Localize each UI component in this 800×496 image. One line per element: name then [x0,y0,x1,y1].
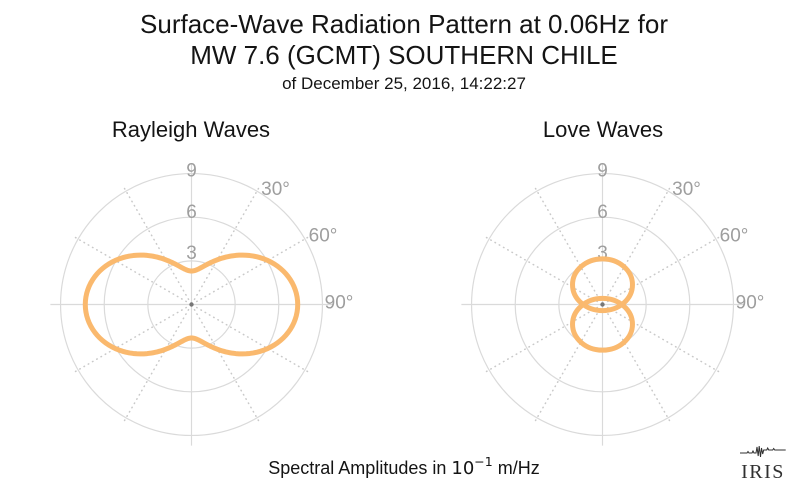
dotted-azimuth-gridline-30 [604,186,671,301]
dotted-azimuth-gridline-330 [534,186,601,301]
dotted-azimuth-gridline-150 [604,308,671,423]
title-subtitle-date: of December 25, 2016, 14:22:27 [282,74,526,93]
caption-text-before-unit: Spectral Amplitudes in [268,458,447,478]
title-line-1: Surface-Wave Radiation Pattern at 0.06Hz… [140,9,668,39]
dotted-azimuth-gridline-240 [73,306,188,373]
radial-tick-label-6: 6 [597,202,608,223]
azimuth-tick-label-30: 30° [261,179,290,200]
love-waves-plot: 3 6 9 30° 60° 90° [461,161,764,446]
dotted-azimuth-gridline-300 [73,236,188,303]
dotted-azimuth-gridline-300 [484,236,599,303]
radial-tick-label-3: 3 [186,243,197,264]
title-line-2: MW 7.6 (GCMT) SOUTHERN CHILE [190,40,618,70]
dotted-azimuth-gridline-210 [123,308,190,423]
dotted-azimuth-gridline-30 [193,186,260,301]
dotted-azimuth-gridline-150 [193,308,260,423]
dotted-azimuth-gridline-120 [606,306,721,373]
azimuth-tick-label-60: 60° [720,226,749,247]
iris-seismogram-icon [740,445,786,458]
radial-tick-label-6: 6 [186,202,197,223]
dotted-azimuth-gridline-60 [606,236,721,303]
rayleigh-waves-radiation-curve [82,252,301,357]
caption-text-after-unit: m/Hz [497,458,540,478]
subplot-title-rayleigh-waves: Rayleigh Waves [111,117,271,142]
plot-center-dot [600,302,605,307]
radial-tick-label-9: 9 [597,161,608,182]
iris-logo-text: IRIS [741,461,785,483]
dotted-azimuth-gridline-210 [534,308,601,423]
dotted-azimuth-gridline-330 [123,186,190,301]
figure-caption: Spectral Amplitudes in 10−1 m/Hz [4,454,800,479]
azimuth-tick-label-60: 60° [309,226,338,247]
caption-unit-mantissa: 10 [451,458,475,479]
dotted-azimuth-gridline-240 [484,306,599,373]
azimuth-tick-label-90: 90° [325,293,354,314]
love-waves-radiation-lobe-upper [570,256,635,314]
plot-center-dot [189,302,194,307]
subplot-title-love-waves: Love Waves [542,117,664,142]
radial-tick-label-3: 3 [597,243,608,264]
figure-title: Surface-Wave Radiation Pattern at 0.06Hz… [4,9,800,96]
love-waves-radiation-lobe-lower [570,295,635,353]
radial-tick-label-9: 9 [186,161,197,182]
caption-unit-exponent: −1 [474,454,493,469]
azimuth-tick-label-90: 90° [736,293,765,314]
iris-logo: IRIS [739,445,787,483]
dotted-azimuth-gridline-120 [195,306,310,373]
azimuth-tick-label-30: 30° [672,179,701,200]
dotted-azimuth-gridline-60 [195,236,310,303]
rayleigh-waves-plot: 3 6 9 30° 60° 90° [50,161,353,446]
